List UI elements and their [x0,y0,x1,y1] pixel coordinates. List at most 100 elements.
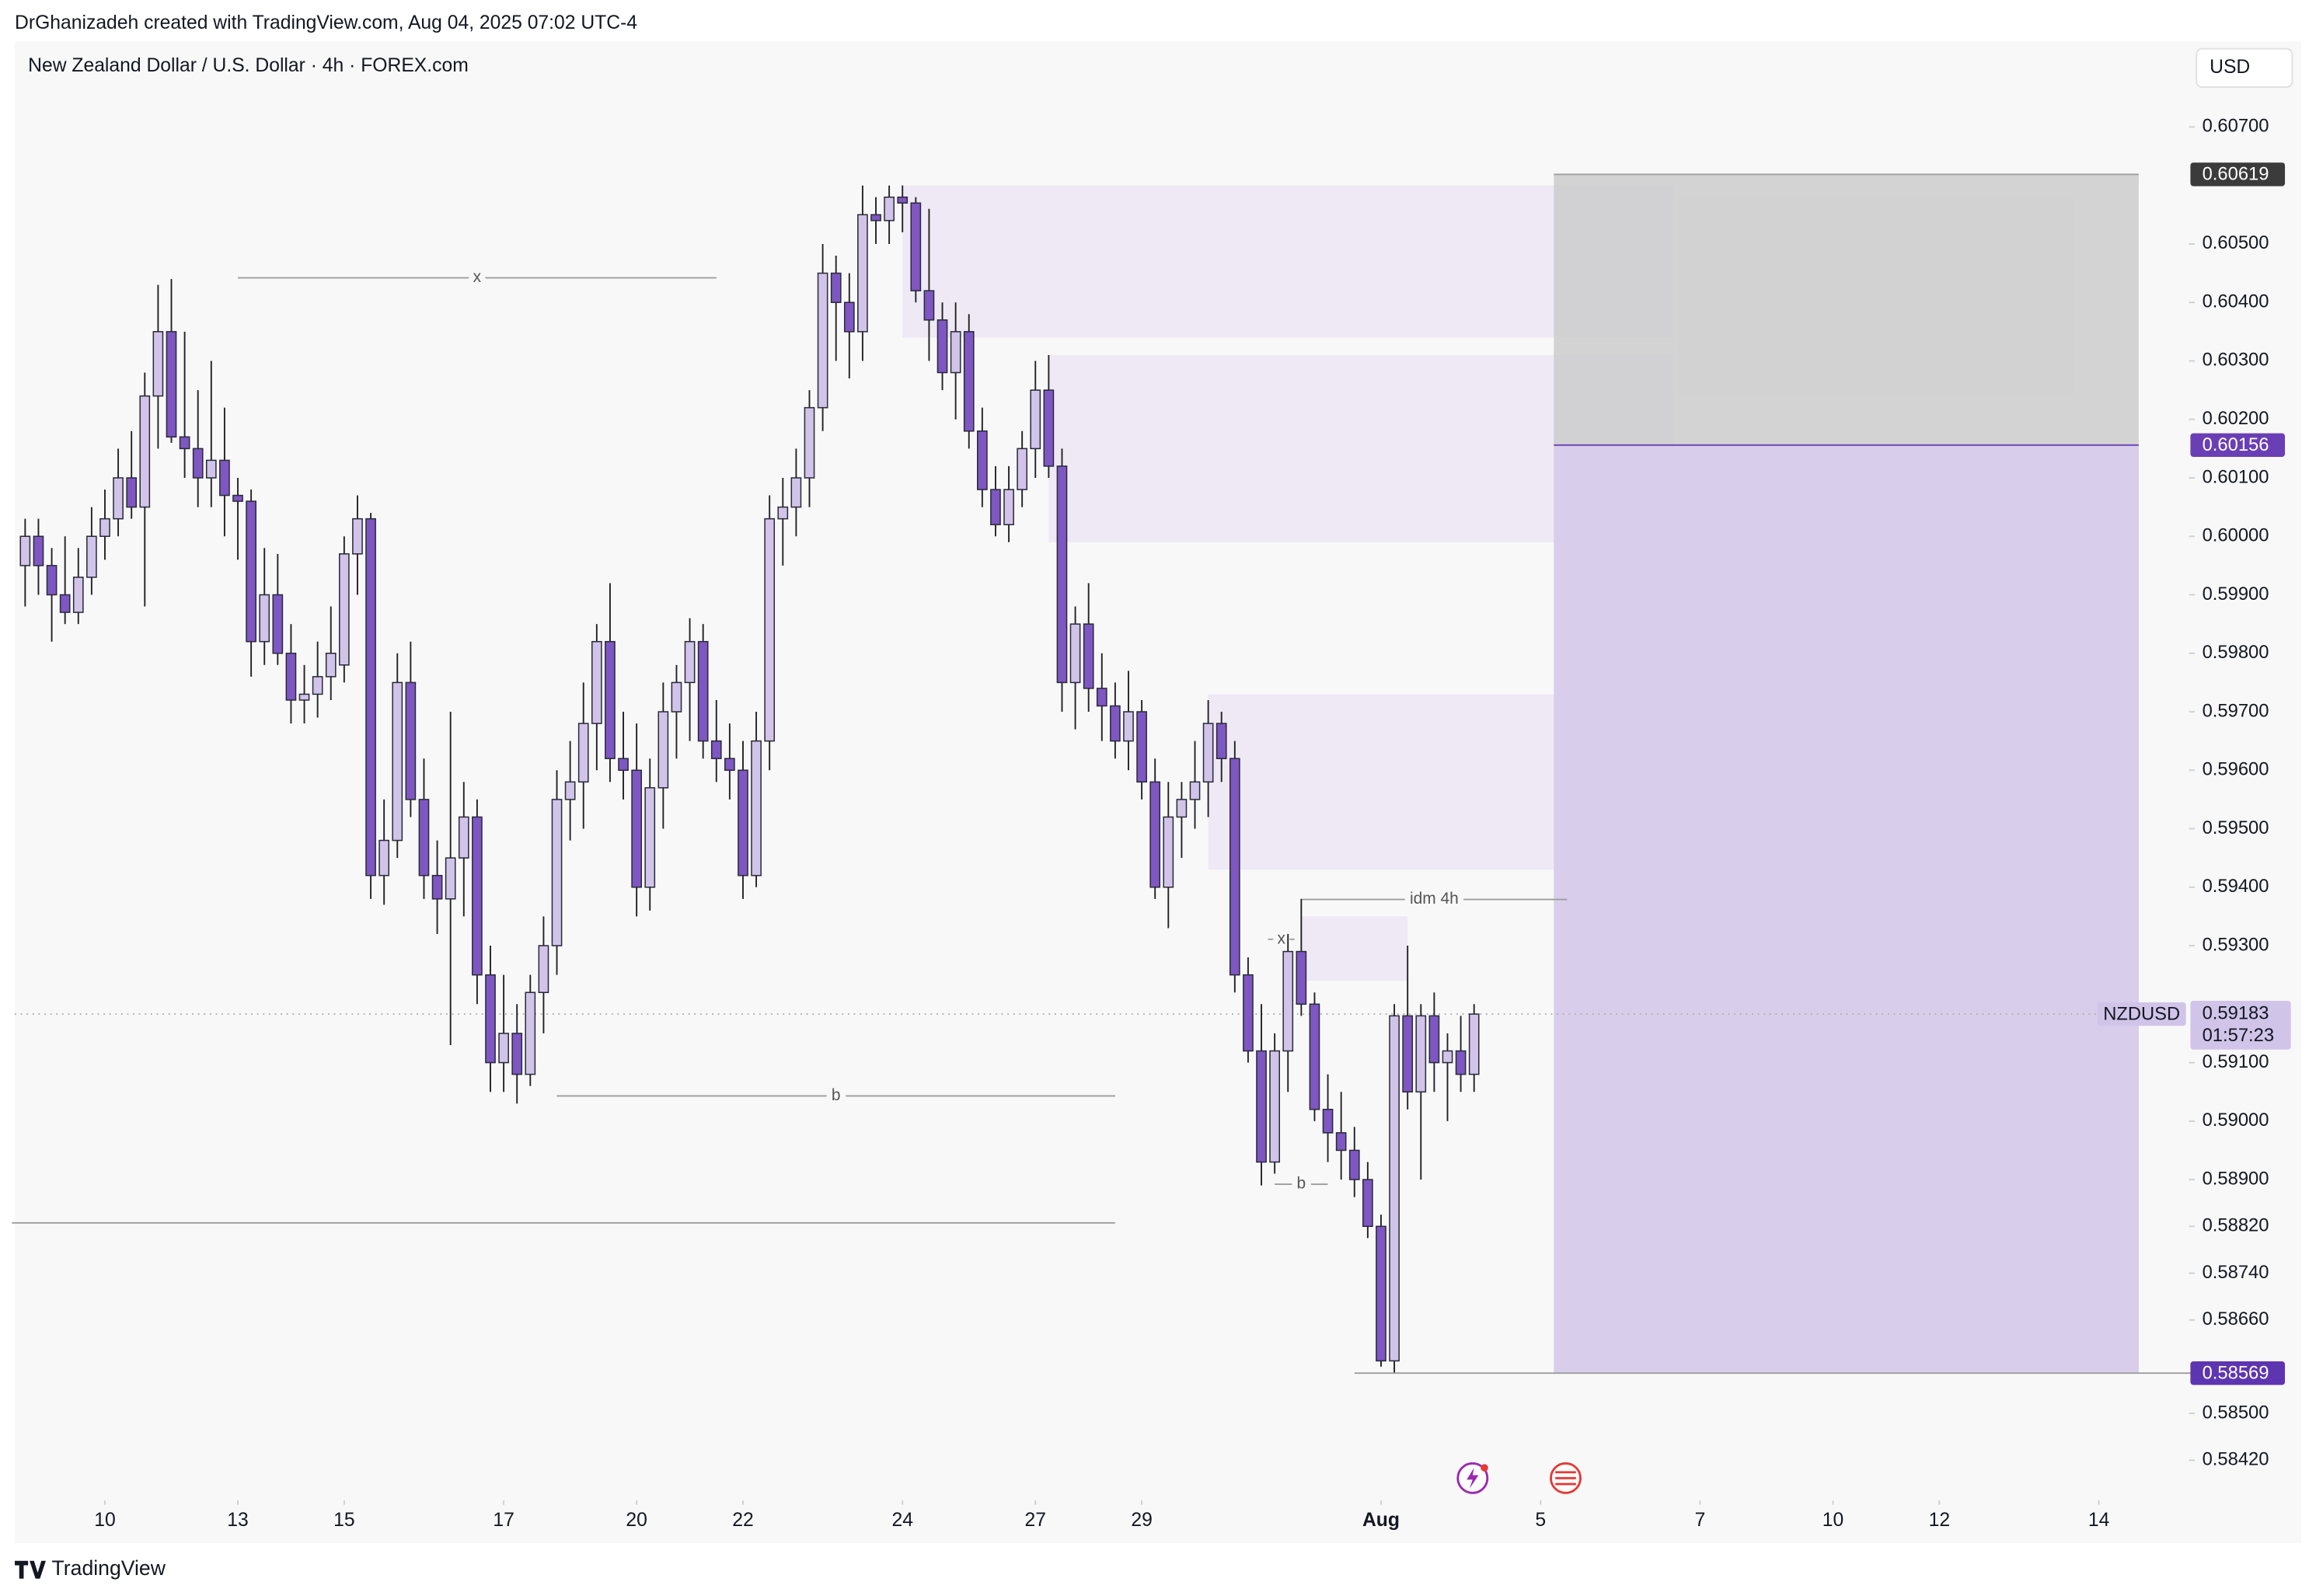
candle-body [418,799,430,876]
level-label: x [473,268,482,286]
candle-body [1428,1015,1440,1064]
y-tick-label: 0.59800 [2203,642,2269,663]
candle-body [298,693,310,701]
candle-body [325,652,337,678]
y-tick-label: 0.58740 [2203,1262,2269,1283]
candle-body [1442,1050,1453,1064]
candle-body [1256,1050,1267,1163]
candle-body [631,769,642,888]
stop-area [1554,174,2139,445]
x-tick-label: 24 [891,1510,912,1531]
candle-body [352,517,363,555]
candle-body [910,202,922,291]
y-tick-label: 0.58660 [2203,1309,2269,1329]
candle-body [1335,1132,1347,1152]
candle-body [1110,705,1121,742]
y-tick-label: 0.58500 [2203,1402,2269,1423]
candle-body [1376,1225,1386,1362]
candle-body [577,723,589,783]
candle-body [192,448,204,479]
candle-body [139,395,151,508]
symbol-tag-label: NZDUSD [2103,1003,2180,1024]
candle-body [684,640,696,684]
candle-body [697,640,709,742]
y-tick-label: 0.59100 [2203,1051,2269,1072]
candle-body [219,459,230,497]
price-tag [2190,162,2286,186]
candle-body [1163,816,1174,888]
x-tick-label: 20 [626,1510,647,1531]
y-tick-label: 0.60700 [2203,116,2269,137]
x-tick-label: 10 [94,1510,115,1531]
level-label: x [1277,929,1285,947]
level-label: b [1297,1175,1306,1193]
candle-body [1362,1179,1373,1228]
x-tick-label: Aug [1362,1510,1400,1531]
candle-body [46,565,58,596]
candle-body [1017,448,1028,490]
candle-body [126,477,138,508]
candle-body [710,740,722,759]
candle-body [884,196,895,221]
candle-body [1389,1015,1400,1362]
logo-text: TradingView [52,1556,166,1580]
candle-body [1216,723,1227,759]
candle-body [498,1033,509,1064]
candle-body [1322,1109,1334,1134]
candle-body [963,331,975,432]
candle-body [1415,1015,1427,1092]
y-tick-label: 0.59700 [2203,700,2269,721]
candle-body [59,594,71,613]
candle-body [19,535,31,566]
candle-body [857,214,868,333]
candle-body [339,553,350,666]
candle-body [538,945,549,994]
candle-body [485,974,496,1064]
price-tag-label: 0.60619 [2203,164,2269,185]
candle-body [644,787,656,888]
zone [1301,916,1408,981]
candle-body [605,640,616,759]
candle-body [1096,688,1107,707]
y-tick-label: 0.59000 [2203,1110,2269,1131]
y-tick-label: 0.60500 [2203,232,2269,253]
candle-body [232,494,243,502]
symbol-tag [2097,1002,2186,1026]
x-tick-label: 12 [1929,1510,1950,1531]
footer-logo: TradingView [15,1556,166,1580]
candle-body [1468,1013,1480,1075]
candle-body [33,535,44,566]
candle-body [285,652,297,701]
candle-body [246,500,256,643]
y-tick-label: 0.59500 [2203,817,2269,838]
currency-button[interactable] [2196,47,2293,89]
candle-body [618,758,629,772]
price-tag [2190,433,2286,458]
lightning-glyph [1467,1468,1479,1489]
zone [902,185,1674,338]
candle-body [657,711,669,789]
candle-body [525,991,536,1075]
candle-body [86,535,97,578]
candle-body [365,517,376,876]
price-tag-label: 0.58569 [2203,1362,2269,1383]
candle-body [1003,489,1014,525]
y-tick-label: 0.60400 [2203,291,2269,312]
candle-body [843,301,855,333]
candle-body [870,214,881,221]
x-tick-label: 15 [333,1510,354,1531]
candle-body [392,681,403,842]
candle-body [205,459,217,479]
candle-body [405,681,417,800]
level-label: b [832,1086,841,1104]
candle-body [923,290,935,321]
x-tick-label: 22 [732,1510,753,1531]
current-price-label: 0.59183 [2203,1002,2269,1023]
currency[interactable]: USD [2210,57,2250,78]
candle-body [1282,950,1294,1052]
candle-body [166,331,177,438]
candle-body [312,676,323,695]
x-tick-label: 14 [2088,1510,2109,1531]
candle-body [738,769,748,876]
